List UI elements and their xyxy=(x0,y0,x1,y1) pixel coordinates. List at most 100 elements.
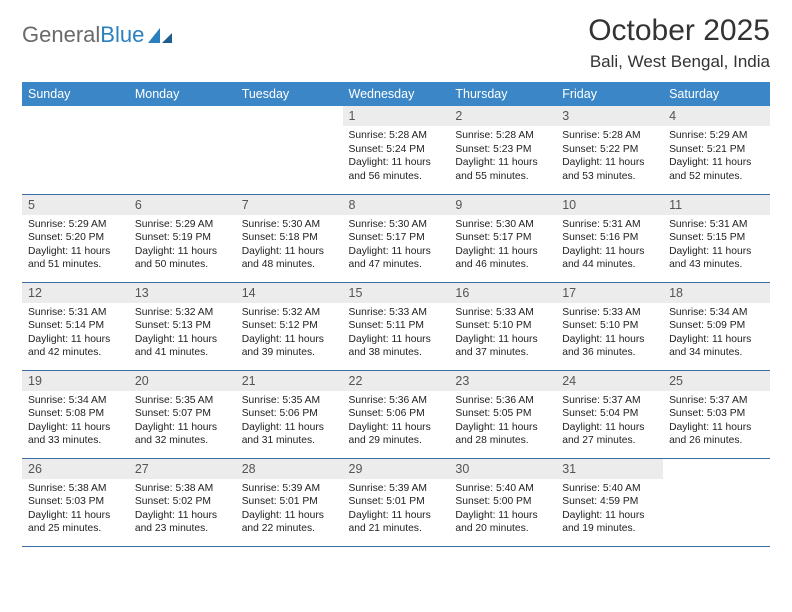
day-number: 8 xyxy=(343,195,450,215)
day-number: 29 xyxy=(343,459,450,479)
day-number xyxy=(663,459,770,478)
day-details: Sunrise: 5:31 AMSunset: 5:15 PMDaylight:… xyxy=(663,215,770,276)
day-number: 3 xyxy=(556,106,663,126)
day-number: 17 xyxy=(556,283,663,303)
day-details xyxy=(236,125,343,132)
day-number: 4 xyxy=(663,106,770,126)
day-details: Sunrise: 5:34 AMSunset: 5:08 PMDaylight:… xyxy=(22,391,129,452)
day-number: 5 xyxy=(22,195,129,215)
weekday-header: Tuesday xyxy=(236,82,343,106)
day-details: Sunrise: 5:34 AMSunset: 5:09 PMDaylight:… xyxy=(663,303,770,364)
day-details: Sunrise: 5:30 AMSunset: 5:17 PMDaylight:… xyxy=(449,215,556,276)
month-title: October 2025 xyxy=(588,14,770,48)
calendar-day-cell: 29Sunrise: 5:39 AMSunset: 5:01 PMDayligh… xyxy=(343,458,450,546)
weekday-header: Monday xyxy=(129,82,236,106)
calendar-day-cell xyxy=(236,106,343,194)
calendar-day-cell: 9Sunrise: 5:30 AMSunset: 5:17 PMDaylight… xyxy=(449,194,556,282)
day-details: Sunrise: 5:40 AMSunset: 4:59 PMDaylight:… xyxy=(556,479,663,540)
calendar-day-cell: 7Sunrise: 5:30 AMSunset: 5:18 PMDaylight… xyxy=(236,194,343,282)
day-details: Sunrise: 5:37 AMSunset: 5:03 PMDaylight:… xyxy=(663,391,770,452)
calendar-day-cell xyxy=(663,458,770,546)
day-number: 6 xyxy=(129,195,236,215)
location: Bali, West Bengal, India xyxy=(588,52,770,72)
logo-text-blue: Blue xyxy=(100,22,144,48)
calendar-week-row: 19Sunrise: 5:34 AMSunset: 5:08 PMDayligh… xyxy=(22,370,770,458)
calendar-day-cell: 3Sunrise: 5:28 AMSunset: 5:22 PMDaylight… xyxy=(556,106,663,194)
calendar-day-cell: 17Sunrise: 5:33 AMSunset: 5:10 PMDayligh… xyxy=(556,282,663,370)
day-details: Sunrise: 5:28 AMSunset: 5:22 PMDaylight:… xyxy=(556,126,663,187)
calendar-day-cell: 8Sunrise: 5:30 AMSunset: 5:17 PMDaylight… xyxy=(343,194,450,282)
day-number: 11 xyxy=(663,195,770,215)
day-number: 10 xyxy=(556,195,663,215)
day-details: Sunrise: 5:31 AMSunset: 5:14 PMDaylight:… xyxy=(22,303,129,364)
weekday-header: Thursday xyxy=(449,82,556,106)
day-details: Sunrise: 5:36 AMSunset: 5:06 PMDaylight:… xyxy=(343,391,450,452)
calendar-day-cell: 5Sunrise: 5:29 AMSunset: 5:20 PMDaylight… xyxy=(22,194,129,282)
day-number: 13 xyxy=(129,283,236,303)
day-number: 12 xyxy=(22,283,129,303)
logo-text-general: General xyxy=(22,22,100,48)
page-header: GeneralBlue October 2025 Bali, West Beng… xyxy=(22,14,770,72)
day-number: 30 xyxy=(449,459,556,479)
day-details: Sunrise: 5:39 AMSunset: 5:01 PMDaylight:… xyxy=(343,479,450,540)
logo-sail-icon xyxy=(146,26,174,44)
calendar-day-cell: 26Sunrise: 5:38 AMSunset: 5:03 PMDayligh… xyxy=(22,458,129,546)
day-number: 22 xyxy=(343,371,450,391)
calendar-day-cell: 25Sunrise: 5:37 AMSunset: 5:03 PMDayligh… xyxy=(663,370,770,458)
calendar-day-cell: 21Sunrise: 5:35 AMSunset: 5:06 PMDayligh… xyxy=(236,370,343,458)
day-details xyxy=(129,125,236,132)
day-details: Sunrise: 5:30 AMSunset: 5:17 PMDaylight:… xyxy=(343,215,450,276)
day-number xyxy=(22,106,129,125)
calendar-day-cell: 18Sunrise: 5:34 AMSunset: 5:09 PMDayligh… xyxy=(663,282,770,370)
calendar-week-row: 5Sunrise: 5:29 AMSunset: 5:20 PMDaylight… xyxy=(22,194,770,282)
day-details xyxy=(22,125,129,132)
day-number: 20 xyxy=(129,371,236,391)
day-number: 15 xyxy=(343,283,450,303)
day-details: Sunrise: 5:28 AMSunset: 5:23 PMDaylight:… xyxy=(449,126,556,187)
day-details xyxy=(663,478,770,485)
day-number: 16 xyxy=(449,283,556,303)
day-number: 26 xyxy=(22,459,129,479)
calendar-day-cell: 11Sunrise: 5:31 AMSunset: 5:15 PMDayligh… xyxy=(663,194,770,282)
day-details: Sunrise: 5:29 AMSunset: 5:19 PMDaylight:… xyxy=(129,215,236,276)
title-block: October 2025 Bali, West Bengal, India xyxy=(588,14,770,72)
calendar-day-cell: 12Sunrise: 5:31 AMSunset: 5:14 PMDayligh… xyxy=(22,282,129,370)
day-number: 21 xyxy=(236,371,343,391)
calendar-day-cell: 2Sunrise: 5:28 AMSunset: 5:23 PMDaylight… xyxy=(449,106,556,194)
calendar-week-row: 12Sunrise: 5:31 AMSunset: 5:14 PMDayligh… xyxy=(22,282,770,370)
calendar-day-cell: 16Sunrise: 5:33 AMSunset: 5:10 PMDayligh… xyxy=(449,282,556,370)
weekday-header: Saturday xyxy=(663,82,770,106)
day-details: Sunrise: 5:38 AMSunset: 5:03 PMDaylight:… xyxy=(22,479,129,540)
day-details: Sunrise: 5:31 AMSunset: 5:16 PMDaylight:… xyxy=(556,215,663,276)
calendar-day-cell: 30Sunrise: 5:40 AMSunset: 5:00 PMDayligh… xyxy=(449,458,556,546)
calendar-week-row: 26Sunrise: 5:38 AMSunset: 5:03 PMDayligh… xyxy=(22,458,770,546)
calendar-day-cell: 4Sunrise: 5:29 AMSunset: 5:21 PMDaylight… xyxy=(663,106,770,194)
day-number: 1 xyxy=(343,106,450,126)
weekday-header: Friday xyxy=(556,82,663,106)
day-number: 27 xyxy=(129,459,236,479)
day-details: Sunrise: 5:32 AMSunset: 5:13 PMDaylight:… xyxy=(129,303,236,364)
calendar-day-cell: 24Sunrise: 5:37 AMSunset: 5:04 PMDayligh… xyxy=(556,370,663,458)
calendar-day-cell xyxy=(129,106,236,194)
day-details: Sunrise: 5:35 AMSunset: 5:06 PMDaylight:… xyxy=(236,391,343,452)
calendar-body: 1Sunrise: 5:28 AMSunset: 5:24 PMDaylight… xyxy=(22,106,770,546)
day-details: Sunrise: 5:30 AMSunset: 5:18 PMDaylight:… xyxy=(236,215,343,276)
day-number: 7 xyxy=(236,195,343,215)
day-details: Sunrise: 5:35 AMSunset: 5:07 PMDaylight:… xyxy=(129,391,236,452)
calendar-week-row: 1Sunrise: 5:28 AMSunset: 5:24 PMDaylight… xyxy=(22,106,770,194)
calendar-day-cell: 19Sunrise: 5:34 AMSunset: 5:08 PMDayligh… xyxy=(22,370,129,458)
calendar-day-cell: 20Sunrise: 5:35 AMSunset: 5:07 PMDayligh… xyxy=(129,370,236,458)
calendar-day-cell: 13Sunrise: 5:32 AMSunset: 5:13 PMDayligh… xyxy=(129,282,236,370)
calendar-day-cell: 10Sunrise: 5:31 AMSunset: 5:16 PMDayligh… xyxy=(556,194,663,282)
day-details: Sunrise: 5:33 AMSunset: 5:11 PMDaylight:… xyxy=(343,303,450,364)
calendar-day-cell: 1Sunrise: 5:28 AMSunset: 5:24 PMDaylight… xyxy=(343,106,450,194)
calendar-header-row: SundayMondayTuesdayWednesdayThursdayFrid… xyxy=(22,82,770,106)
calendar-day-cell: 6Sunrise: 5:29 AMSunset: 5:19 PMDaylight… xyxy=(129,194,236,282)
day-details: Sunrise: 5:33 AMSunset: 5:10 PMDaylight:… xyxy=(449,303,556,364)
day-number: 14 xyxy=(236,283,343,303)
day-number: 24 xyxy=(556,371,663,391)
calendar-day-cell: 27Sunrise: 5:38 AMSunset: 5:02 PMDayligh… xyxy=(129,458,236,546)
calendar-day-cell: 22Sunrise: 5:36 AMSunset: 5:06 PMDayligh… xyxy=(343,370,450,458)
day-details: Sunrise: 5:36 AMSunset: 5:05 PMDaylight:… xyxy=(449,391,556,452)
day-number: 18 xyxy=(663,283,770,303)
